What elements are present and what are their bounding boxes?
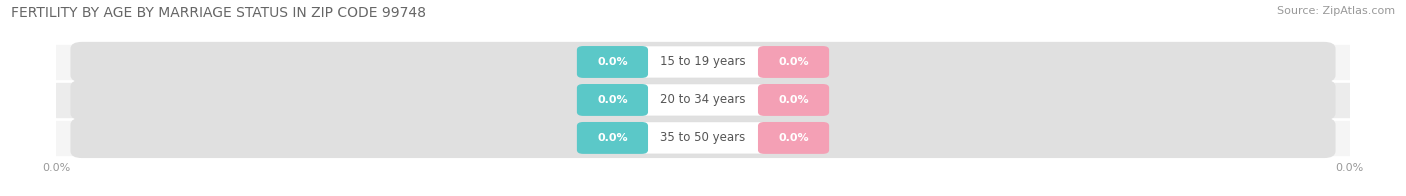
FancyBboxPatch shape xyxy=(70,80,1336,120)
Bar xyxy=(56,83,1350,117)
Bar xyxy=(56,45,1350,79)
Bar xyxy=(56,121,1350,155)
Text: Source: ZipAtlas.com: Source: ZipAtlas.com xyxy=(1277,6,1395,16)
FancyBboxPatch shape xyxy=(758,122,830,154)
FancyBboxPatch shape xyxy=(70,42,1336,82)
FancyBboxPatch shape xyxy=(638,84,768,116)
Text: 35 to 50 years: 35 to 50 years xyxy=(661,132,745,144)
Text: 0.0%: 0.0% xyxy=(779,133,808,143)
FancyBboxPatch shape xyxy=(758,84,830,116)
FancyBboxPatch shape xyxy=(638,122,768,154)
Text: 0.0%: 0.0% xyxy=(779,57,808,67)
FancyBboxPatch shape xyxy=(638,46,768,78)
Text: 0.0%: 0.0% xyxy=(598,95,627,105)
FancyBboxPatch shape xyxy=(576,122,648,154)
Text: FERTILITY BY AGE BY MARRIAGE STATUS IN ZIP CODE 99748: FERTILITY BY AGE BY MARRIAGE STATUS IN Z… xyxy=(11,6,426,20)
FancyBboxPatch shape xyxy=(576,84,648,116)
FancyBboxPatch shape xyxy=(70,118,1336,158)
Text: 0.0%: 0.0% xyxy=(779,95,808,105)
Text: 15 to 19 years: 15 to 19 years xyxy=(661,55,745,68)
FancyBboxPatch shape xyxy=(576,46,648,78)
FancyBboxPatch shape xyxy=(758,46,830,78)
Text: 0.0%: 0.0% xyxy=(598,133,627,143)
Text: 20 to 34 years: 20 to 34 years xyxy=(661,93,745,106)
Text: 0.0%: 0.0% xyxy=(598,57,627,67)
